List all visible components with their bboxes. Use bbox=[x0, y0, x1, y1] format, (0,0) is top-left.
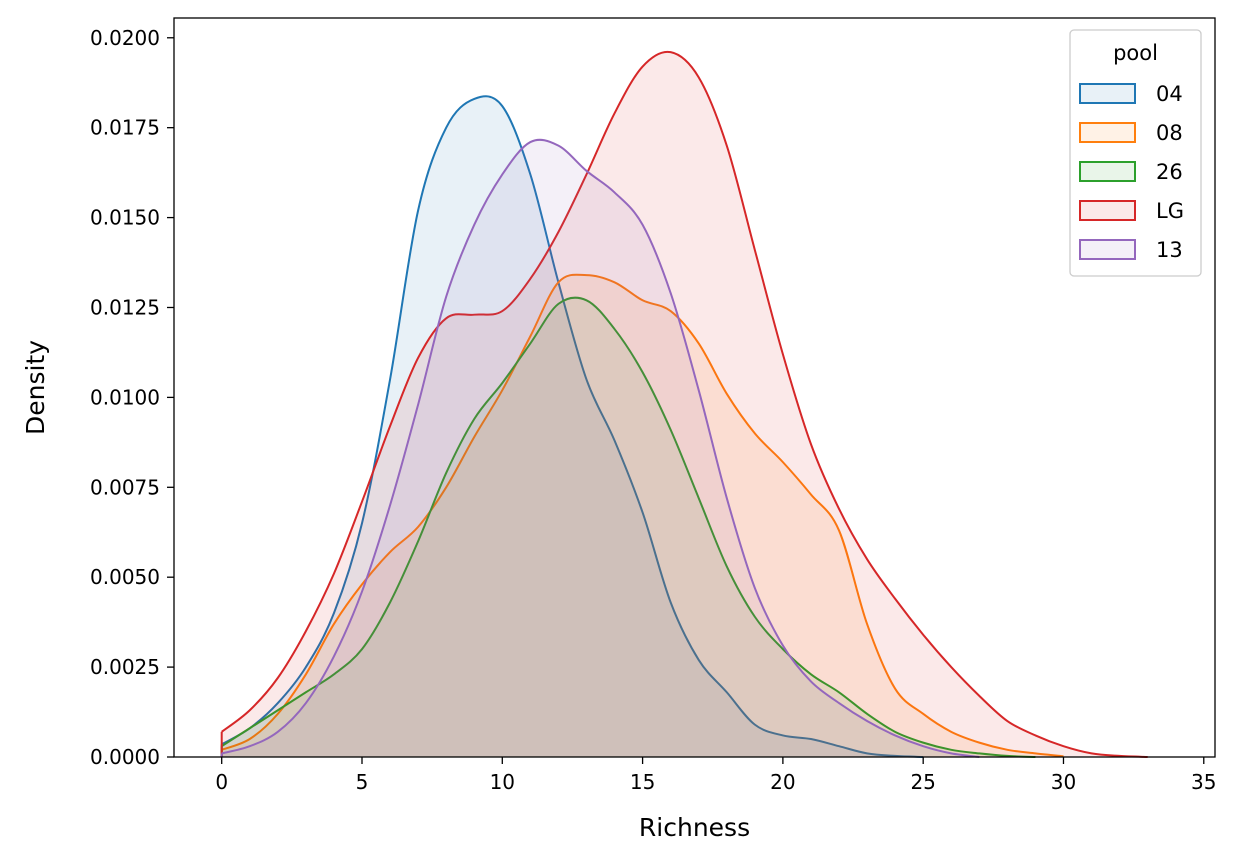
x-axis-label: Richness bbox=[639, 813, 750, 842]
x-tick-label: 20 bbox=[770, 770, 795, 794]
legend-label: 26 bbox=[1156, 160, 1183, 184]
legend-item-13: 13 bbox=[1079, 238, 1183, 262]
legend-label: LG bbox=[1156, 199, 1184, 223]
y-tick-label: 0.0175 bbox=[90, 116, 160, 140]
y-tick-label: 0.0150 bbox=[90, 206, 160, 230]
legend-item-04: 04 bbox=[1079, 82, 1183, 106]
legend: pool 04 08 26 LG 13 bbox=[1069, 29, 1202, 277]
x-tick-label: 25 bbox=[910, 770, 935, 794]
y-tick-label: 0.0000 bbox=[90, 745, 160, 769]
series-lg-fill bbox=[221, 51, 1148, 758]
legend-item-lg: LG bbox=[1079, 199, 1184, 223]
legend-swatch bbox=[1079, 239, 1136, 260]
series-lg-line bbox=[221, 50, 1148, 758]
y-tick-label: 0.0200 bbox=[90, 26, 160, 50]
y-tick-label: 0.0075 bbox=[90, 475, 160, 499]
legend-items: 04 08 26 LG 13 bbox=[1079, 82, 1184, 262]
series-08-fill bbox=[221, 274, 1064, 757]
legend-swatch bbox=[1079, 83, 1136, 104]
legend-label: 13 bbox=[1156, 238, 1183, 262]
legend-label: 08 bbox=[1156, 121, 1183, 145]
series-13-fill bbox=[221, 139, 980, 757]
series-13-line bbox=[221, 138, 980, 758]
y-tick-label: 0.0025 bbox=[90, 655, 160, 679]
legend-title: pool bbox=[1113, 41, 1158, 65]
y-tick-label: 0.0100 bbox=[90, 385, 160, 409]
series-08-line bbox=[221, 273, 1064, 758]
x-tick-label: 35 bbox=[1191, 770, 1216, 794]
y-axis: 0.0000 0.0025 0.0050 0.0075 0.0100 0.0125 0.01… bbox=[90, 26, 174, 769]
legend-label: 04 bbox=[1156, 82, 1183, 106]
y-tick-label: 0.0125 bbox=[90, 295, 160, 319]
x-tick-label: 5 bbox=[356, 770, 369, 794]
series-layer bbox=[220, 50, 1148, 758]
legend-swatch bbox=[1079, 161, 1136, 182]
legend-swatch bbox=[1079, 200, 1136, 221]
x-tick-label: 10 bbox=[490, 770, 515, 794]
legend-item-08: 08 bbox=[1079, 121, 1183, 145]
x-tick-label: 0 bbox=[215, 770, 228, 794]
x-tick-label: 15 bbox=[630, 770, 655, 794]
axes-frame bbox=[173, 17, 1216, 758]
legend-swatch bbox=[1079, 122, 1136, 143]
x-axis: 0 5 10 15 20 25 30 35 bbox=[215, 757, 1217, 794]
series-04-fill bbox=[221, 96, 924, 757]
x-tick-label: 30 bbox=[1051, 770, 1076, 794]
legend-item-26: 26 bbox=[1079, 160, 1183, 184]
y-axis-label: Density bbox=[21, 340, 50, 435]
series-26-fill bbox=[221, 297, 1036, 757]
series-26-line bbox=[221, 296, 1036, 758]
y-tick-label: 0.0050 bbox=[90, 565, 160, 589]
legend-box bbox=[1069, 29, 1202, 277]
